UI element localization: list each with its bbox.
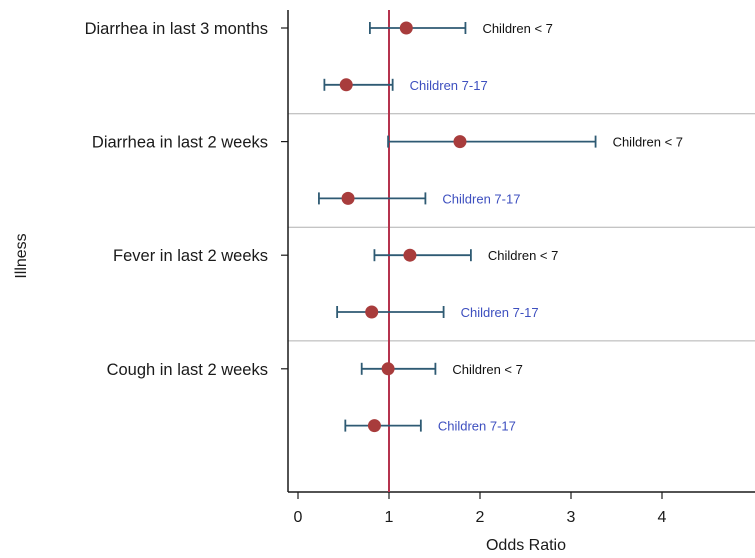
odds-ratio-point	[453, 135, 467, 149]
odds-ratio-point	[399, 21, 413, 35]
group-label: Children < 7	[613, 135, 683, 150]
group-label: Children 7-17	[461, 305, 539, 320]
odds-ratio-point	[367, 419, 381, 433]
odds-ratio-point	[403, 248, 417, 262]
x-axis-title: Odds Ratio	[486, 537, 566, 554]
odds-ratio-point	[339, 78, 353, 92]
category-label: Diarrhea in last 2 weeks	[92, 134, 268, 152]
group-label: Children < 7	[482, 21, 552, 36]
category-label: Fever in last 2 weeks	[113, 247, 268, 265]
group-label: Children < 7	[452, 362, 522, 377]
x-tick-label: 2	[476, 509, 485, 526]
odds-ratio-point	[341, 191, 355, 205]
group-label: Children 7-17	[410, 78, 488, 93]
category-label: Diarrhea in last 3 months	[85, 20, 268, 38]
plot-background	[288, 10, 755, 492]
plot-area: 0 1 2 3 4 Diarrhea in last 3 months Diarrhea i…	[85, 10, 755, 526]
odds-ratio-point	[365, 305, 379, 319]
category-label: Cough in last 2 weeks	[107, 361, 268, 379]
group-label: Children 7-17	[438, 419, 516, 434]
x-tick-label: 0	[294, 509, 303, 526]
x-tick-label: 1	[385, 509, 394, 526]
y-axis-title: Illness	[13, 233, 30, 278]
group-label: Children < 7	[488, 248, 558, 263]
group-label: Children 7-17	[442, 191, 520, 206]
x-tick-label: 3	[567, 509, 576, 526]
x-tick-label: 4	[658, 509, 667, 526]
odds-ratio-point	[381, 362, 395, 376]
